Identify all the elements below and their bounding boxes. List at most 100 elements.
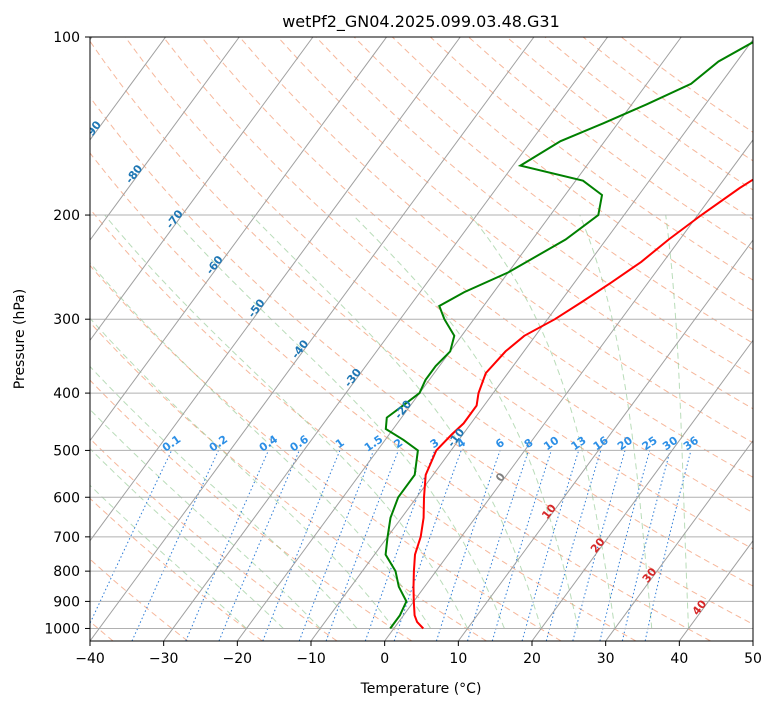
y-axis-label: Pressure (hPa): [12, 289, 28, 389]
y-tick-label: 100: [53, 30, 80, 46]
mixing-ratio-line: [435, 450, 501, 641]
mixing-ratio-line: [262, 450, 341, 641]
isotherm-line: [384, 139, 753, 641]
x-tick-label: 30: [597, 651, 615, 667]
x-tick-label: −40: [75, 651, 105, 667]
moist-adiabat: [665, 214, 689, 629]
isotherm-line: [90, 37, 388, 442]
dry-adiabat: [90, 264, 562, 641]
isotherm-line: [752, 640, 753, 641]
isotherm-line: [605, 439, 753, 641]
isotherm-line: [90, 37, 535, 641]
dry-adiabat: [90, 96, 753, 625]
dry-adiabat: [353, 37, 753, 344]
dry-adiabat: [544, 37, 753, 191]
mixing-ratio-label: 1: [333, 436, 347, 451]
mixing-ratio-line: [393, 450, 462, 641]
isotherm-label: -80: [123, 162, 146, 186]
dewpoint-line: [384, 41, 753, 630]
moist-adiabat: [579, 214, 653, 629]
moist-adiabat: [169, 214, 505, 629]
y-tick-label: 200: [53, 208, 80, 224]
dry-adiabat: [90, 379, 413, 641]
isotherm-label: -40: [289, 337, 312, 361]
isotherm-line: [90, 37, 167, 141]
y-tick-label: 700: [53, 530, 80, 546]
moist-adiabat: [104, 214, 468, 629]
dry-adiabat: [391, 37, 753, 312]
mixing-ratio-label: 4: [454, 436, 468, 451]
x-axis: −40 −30 −20 −10 0 10 20 30 40 50: [75, 641, 762, 667]
y-tick-label: 1000: [44, 621, 80, 637]
isotherm-label: -100: [58, 44, 85, 74]
isotherm-label: 40: [690, 597, 710, 617]
isotherm-line: [531, 339, 753, 641]
mixing-ratio-line: [467, 450, 530, 641]
isotherm-label: -60: [203, 253, 226, 277]
dry-adiabat: [162, 37, 753, 514]
mixing-ratio-line: [325, 450, 399, 641]
dry-adiabat: [506, 37, 753, 221]
y-tick-label: 800: [53, 564, 80, 580]
mixing-ratio-line: [90, 450, 173, 625]
isotherm-line: [236, 37, 682, 641]
isotherm-label: -50: [245, 296, 268, 320]
mixing-ratio-line: [185, 450, 269, 641]
y-tick-label: 600: [53, 490, 80, 506]
plot-frame: [89, 36, 754, 642]
dry-adiabat: [90, 152, 711, 641]
x-tick-label: 50: [744, 651, 762, 667]
mixing-ratio-label: 3: [428, 436, 442, 451]
isotherm-line: [90, 37, 461, 542]
temperature-line: [412, 178, 753, 630]
dry-adiabat: [124, 37, 753, 550]
mixing-ratio-label: 0.2: [207, 433, 230, 455]
y-tick-label: 500: [53, 443, 80, 459]
isotherm-label: 20: [588, 535, 608, 555]
x-tick-label: 20: [523, 651, 541, 667]
dry-adiabat: [90, 321, 487, 641]
mixing-ratio-line: [298, 450, 375, 641]
isotherm-label: 0: [493, 470, 508, 484]
y-tick-label: 300: [53, 312, 80, 328]
x-tick-label: 0: [380, 651, 389, 667]
mixing-ratio-label: 6: [493, 436, 507, 451]
isotherm-label: -30: [342, 366, 365, 390]
mixing-ratio-line: [644, 450, 692, 641]
dry-adiabat: [90, 40, 753, 587]
isotherm-label: -20: [392, 397, 415, 421]
mixing-ratio-line: [599, 450, 651, 641]
isotherm-line: [163, 37, 609, 641]
isotherm-label: -90: [82, 118, 105, 142]
moist-adiabat: [90, 447, 284, 629]
x-tick-label: −20: [223, 651, 253, 667]
mixing-ratio-line: [521, 450, 580, 641]
mixing-ratio-line: [218, 450, 300, 641]
moist-adiabat: [90, 484, 247, 629]
x-tick-label: −30: [149, 651, 179, 667]
x-tick-label: −10: [296, 651, 326, 667]
moist-adiabat: [90, 408, 321, 629]
x-axis-label: Temperature (°C): [360, 681, 482, 697]
dry-adiabat: [315, 37, 753, 377]
mixing-ratio-line: [545, 450, 602, 641]
chart-title: wetPf2_GN04.2025.099.03.48.G31: [282, 12, 560, 32]
mixing-ratio-label: 1.5: [362, 433, 385, 455]
x-tick-label: 10: [449, 651, 467, 667]
y-axis: 100 200 300 400 500 600 700 800 900 1000: [44, 30, 90, 637]
isobar-grid: [90, 37, 753, 629]
plot-area: -100-90-80-70-60-50-40-30-20-10010203040…: [58, 37, 753, 641]
dry-adiabat: [90, 497, 263, 641]
moist-adiabat: [469, 214, 616, 629]
sounding-series: [384, 41, 753, 630]
isotherm-line: [310, 38, 753, 641]
dry-adiabats: [90, 37, 753, 641]
isotherm-label: 30: [640, 565, 660, 585]
y-tick-label: 400: [53, 386, 80, 402]
mixing-ratio-line: [621, 450, 671, 641]
mixing-ratio-label: 0.6: [288, 432, 312, 454]
mixing-ratio-line: [572, 450, 626, 641]
isotherm-line: [678, 539, 753, 641]
